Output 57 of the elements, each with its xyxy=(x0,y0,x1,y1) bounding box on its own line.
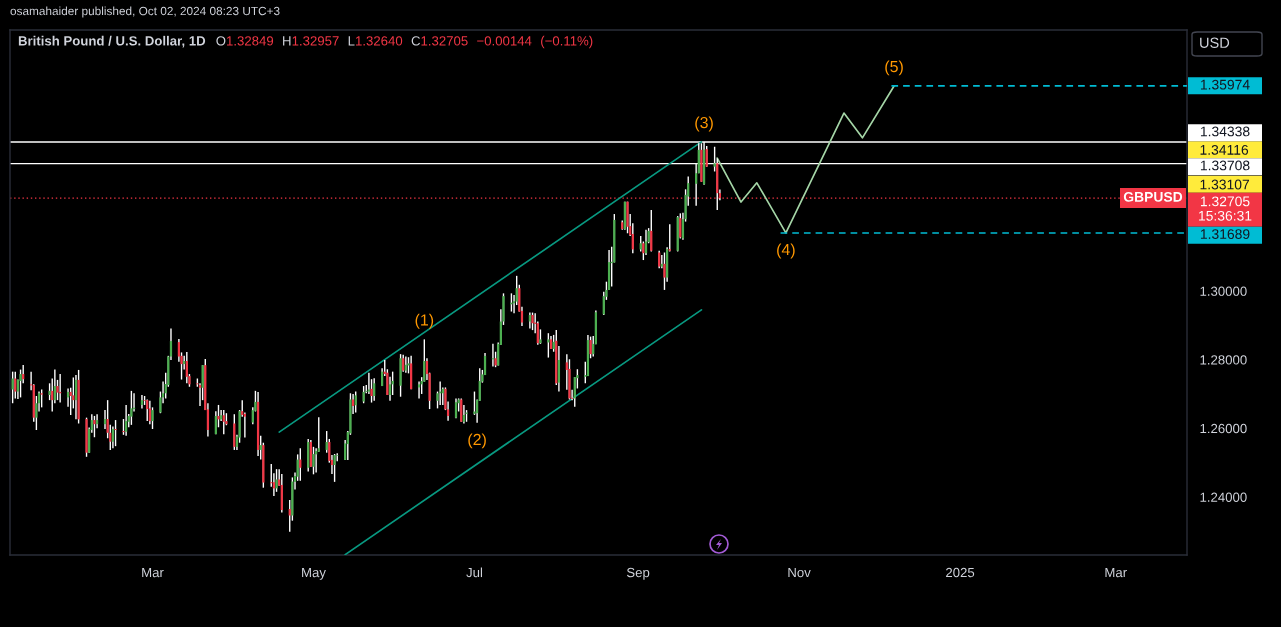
candlestick xyxy=(465,409,468,423)
candlestick xyxy=(568,358,571,401)
y-tick-label: 1.28000 xyxy=(1200,355,1247,365)
annotation: 1.35974 xyxy=(1200,79,1250,90)
candlestick xyxy=(217,404,220,428)
line-series xyxy=(716,85,895,234)
ref-line-label: 1.32705 15:36:31 xyxy=(1199,196,1252,221)
text: osamahaider published, Oct 02, 2024 08:23 UTC+3 xyxy=(10,6,280,18)
annotation: (5) xyxy=(885,60,903,76)
text: O1.32849 H1.32957 L1.32640 C1.32705 −0.00144 (−0.11%) xyxy=(216,35,593,49)
candlestick xyxy=(354,390,357,414)
candlestick xyxy=(146,398,149,422)
x-tick-label: Mar xyxy=(142,567,164,578)
y2-tick-label: 1.33107 xyxy=(1200,179,1250,190)
annotation: (1) xyxy=(415,313,434,329)
candlestick xyxy=(491,343,495,368)
y-tick-label: 1.30000 xyxy=(1200,286,1247,296)
candlestick xyxy=(663,251,666,291)
candlestick xyxy=(77,369,80,425)
x-tick-label: Jul xyxy=(466,567,483,578)
x-tick-label: 2025 xyxy=(946,567,975,578)
candlestick xyxy=(312,446,315,476)
candlestick xyxy=(114,419,117,447)
y-axis-title: USD xyxy=(1200,37,1230,48)
y-tick-label: 1.24000 xyxy=(1200,492,1247,502)
candlestick xyxy=(407,356,410,375)
x-tick-label: May xyxy=(302,567,326,580)
candlestick xyxy=(143,395,146,406)
ref-line-label: 1.33708 xyxy=(1200,160,1250,171)
candlestick xyxy=(40,388,43,409)
annotation: (4) xyxy=(777,243,795,259)
ref-line-label: 1.34338 xyxy=(1200,126,1250,137)
candlestick xyxy=(93,415,96,438)
text: GBPUSD xyxy=(1123,191,1183,202)
candlestick xyxy=(35,395,38,431)
candlestick xyxy=(676,215,679,253)
y-tick-label: 1.26000 xyxy=(1200,423,1247,434)
candlestick xyxy=(19,368,22,399)
candlestick xyxy=(198,382,202,407)
annotation: 1.31689 xyxy=(1200,229,1250,239)
candlestick xyxy=(589,335,592,359)
chart-title: British Pound / U.S. Dollar, 1D xyxy=(18,35,206,48)
candlestick xyxy=(539,328,542,345)
annotation: (3) xyxy=(695,116,713,132)
candlestick xyxy=(460,397,463,423)
candlestick xyxy=(85,416,88,458)
candlestick xyxy=(288,499,291,533)
candlestick xyxy=(48,382,51,401)
candlestick xyxy=(462,404,466,425)
x-tick-label: Nov xyxy=(788,567,811,578)
y2-tick-label: 1.34116 xyxy=(1200,144,1249,155)
candlestick xyxy=(148,400,151,425)
candlestick xyxy=(14,370,17,400)
candlestick xyxy=(373,377,376,402)
x-tick-label: Sep xyxy=(626,567,650,580)
x-tick-label: Mar xyxy=(1105,567,1127,578)
annotation: (2) xyxy=(468,433,486,449)
